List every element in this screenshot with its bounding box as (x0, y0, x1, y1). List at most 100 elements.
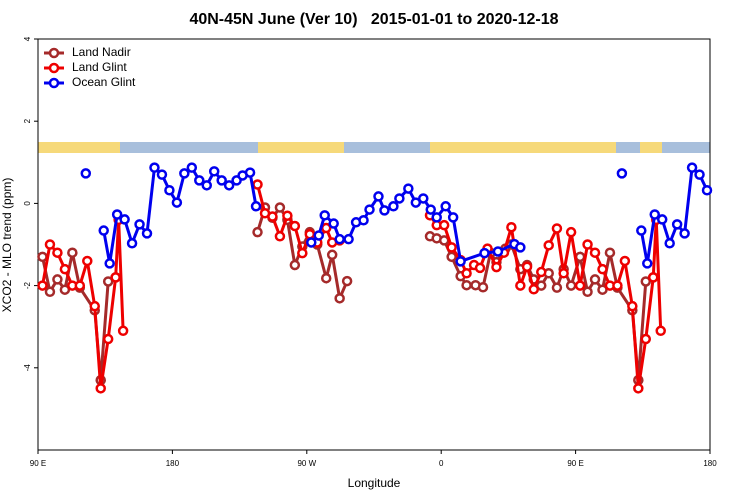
data-point (515, 280, 526, 291)
data-point (582, 286, 593, 298)
legend-marker (48, 47, 60, 59)
data-point (59, 263, 71, 275)
data-point (633, 383, 644, 394)
data-point (447, 212, 459, 223)
data-point (37, 280, 48, 291)
data-point (642, 258, 653, 269)
x-tick-label: 0 (439, 459, 444, 468)
plot-frame (37, 38, 711, 451)
data-point (589, 247, 601, 258)
data-point (289, 220, 301, 232)
data-point (373, 191, 384, 202)
data-point (565, 280, 577, 291)
data-point (328, 218, 339, 229)
data-point (274, 231, 286, 242)
data-point (551, 223, 563, 234)
legend-label: Ocean Glint (72, 75, 136, 89)
data-point (679, 228, 690, 239)
data-point (446, 242, 457, 253)
data-point (574, 280, 586, 291)
data-point (479, 247, 490, 259)
data-point (597, 284, 608, 295)
data-point (491, 261, 502, 273)
data-point (455, 256, 466, 267)
x-tick-label: 90 E (567, 459, 583, 468)
data-point (179, 168, 190, 179)
data-point (44, 239, 56, 250)
data-point (394, 193, 405, 204)
data-point (326, 249, 338, 261)
data-point (110, 272, 121, 283)
data-point (89, 300, 100, 312)
data-point (164, 184, 175, 196)
data-point (102, 276, 114, 287)
data-point (461, 279, 472, 291)
data-point (52, 274, 63, 285)
data-point (304, 228, 316, 240)
data-point (194, 175, 205, 186)
data-point (126, 238, 138, 249)
data-point (636, 225, 647, 236)
data-point (80, 168, 92, 179)
data-point (694, 169, 705, 180)
data-point (282, 210, 293, 221)
data-point (186, 162, 198, 173)
data-point (418, 193, 429, 204)
data-point (319, 210, 330, 221)
data-point (664, 238, 675, 249)
data-point (117, 325, 129, 337)
series-line (102, 164, 709, 264)
data-point (574, 251, 586, 263)
land-ocean-strip (38, 142, 710, 153)
data-point (612, 280, 623, 291)
data-point (306, 237, 317, 248)
data-point (403, 183, 414, 194)
y-tick-label: 0 (23, 201, 32, 206)
data-point (515, 242, 526, 253)
data-point (171, 197, 183, 208)
data-point (104, 258, 115, 269)
data-point (82, 255, 93, 267)
data-point (543, 240, 554, 251)
legend-label: Land Nadir (72, 45, 131, 59)
data-point (111, 209, 123, 220)
legend-label: Land Glint (72, 60, 127, 74)
data-point (223, 180, 235, 191)
data-point (267, 211, 278, 222)
data-point (149, 162, 160, 173)
data-point (616, 168, 628, 179)
y-tick-label: 2 (23, 118, 32, 123)
data-point (565, 226, 577, 238)
x-tick-label: 90 E (30, 459, 46, 468)
data-point (74, 280, 86, 291)
data-point (492, 246, 504, 257)
data-point (343, 233, 354, 245)
data-point (655, 325, 666, 337)
legend-marker (48, 77, 60, 89)
data-point (446, 251, 457, 263)
data-point (477, 281, 489, 293)
data-point (320, 272, 332, 284)
data-point (67, 247, 78, 258)
y-tick-label: -4 (23, 364, 32, 372)
data-point (619, 255, 631, 267)
legend-marker (48, 62, 60, 74)
data-point (640, 333, 652, 345)
data-point (388, 201, 399, 212)
y-axis-label: XCO2 - MLO trend (ppm) (0, 178, 14, 313)
data-point (597, 263, 608, 275)
data-point (252, 179, 263, 190)
data-point (274, 202, 286, 213)
data-point (201, 180, 212, 191)
data-point (627, 300, 638, 312)
data-point (208, 166, 220, 177)
data-point (671, 219, 683, 230)
data-point (438, 219, 450, 231)
data-point (102, 333, 114, 345)
data-point (297, 247, 308, 259)
series-line (41, 204, 654, 381)
data-point (506, 221, 517, 233)
data-point (701, 184, 713, 196)
data-point (59, 284, 71, 295)
data-point (98, 225, 109, 236)
